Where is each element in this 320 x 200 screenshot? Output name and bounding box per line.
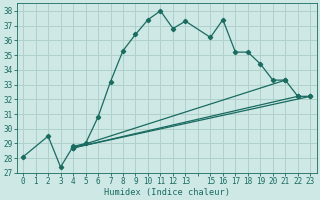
X-axis label: Humidex (Indice chaleur): Humidex (Indice chaleur) xyxy=(104,188,230,197)
